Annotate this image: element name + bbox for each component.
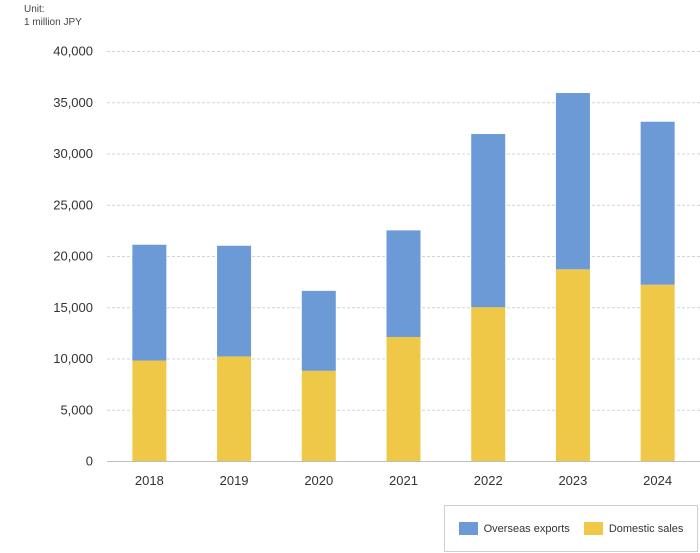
legend-item-overseas-exports: Overseas exports xyxy=(458,522,570,535)
bar-domestic-sales-2018 xyxy=(132,360,167,461)
legend-swatch-overseas-exports xyxy=(458,522,478,535)
bar-overseas-exports-2019 xyxy=(217,245,252,357)
bar-domestic-sales-2023 xyxy=(555,269,590,461)
unit-label-line2: 1 million JPY xyxy=(24,17,82,28)
y-tick-label-25000: 25,000 xyxy=(53,197,93,212)
x-axis-ticks: 2018 2019 2020 2021 2022 2023 2024 xyxy=(135,473,672,488)
y-tick-label-0: 0 xyxy=(86,454,93,469)
x-tick-label-2024: 2024 xyxy=(643,473,672,488)
bar-domestic-sales-2020 xyxy=(301,370,336,461)
legend-label-overseas-exports: Overseas exports xyxy=(483,522,570,535)
legend: Overseas exports Domestic sales xyxy=(444,505,698,552)
x-tick-label-2021: 2021 xyxy=(389,473,418,488)
y-tick-label-30000: 30,000 xyxy=(53,146,93,161)
bar-overseas-exports-2021 xyxy=(386,230,421,337)
x-tick-label-2019: 2019 xyxy=(220,473,249,488)
x-tick-label-2023: 2023 xyxy=(558,473,587,488)
bar-overseas-exports-2020 xyxy=(301,290,336,371)
bar-overseas-exports-2024 xyxy=(640,121,675,285)
bar-overseas-exports-2023 xyxy=(555,93,590,270)
x-tick-label-2020: 2020 xyxy=(304,473,333,488)
bar-overseas-exports-2018 xyxy=(132,244,167,361)
x-tick-label-2022: 2022 xyxy=(474,473,503,488)
bar-domestic-sales-2024 xyxy=(640,284,675,461)
y-tick-label-15000: 15,000 xyxy=(53,300,93,315)
legend-label-domestic-sales: Domestic sales xyxy=(608,522,684,535)
y-tick-label-35000: 35,000 xyxy=(53,95,93,110)
bar-overseas-exports-2022 xyxy=(471,134,506,308)
legend-swatch-domestic-sales xyxy=(583,522,603,535)
stacked-bar-chart: 0 5,000 10,000 15,000 20,000 25,000 30,000 35,0… xyxy=(53,44,700,488)
y-tick-label-20000: 20,000 xyxy=(53,249,93,264)
legend-item-domestic-sales: Domestic sales xyxy=(583,522,684,535)
y-tick-label-40000: 40,000 xyxy=(53,44,93,59)
bar-domestic-sales-2021 xyxy=(386,336,421,461)
y-tick-label-5000: 5,000 xyxy=(60,402,93,417)
x-tick-label-2018: 2018 xyxy=(135,473,164,488)
y-axis-ticks: 0 5,000 10,000 15,000 20,000 25,000 30,000 35,0… xyxy=(53,44,93,469)
bar-domestic-sales-2019 xyxy=(217,356,252,461)
bars xyxy=(132,93,675,461)
unit-label-line1: Unit: xyxy=(24,4,45,15)
y-tick-label-10000: 10,000 xyxy=(53,351,93,366)
unit-label: Unit: 1 million JPY xyxy=(24,3,82,29)
bar-domestic-sales-2022 xyxy=(471,307,506,461)
